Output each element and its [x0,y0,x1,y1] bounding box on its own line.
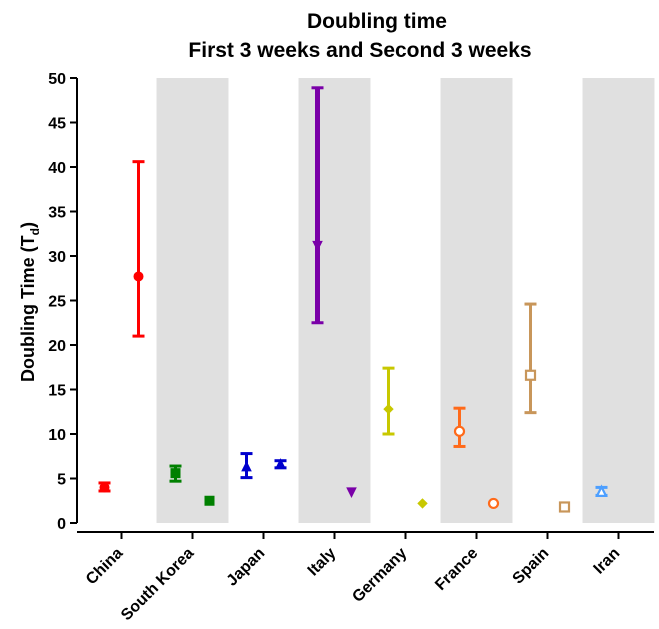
y-axis-label: Doubling Time (Td) [18,222,42,382]
chart-title: Doubling time [307,10,447,33]
y-tick-label: 15 [48,383,66,400]
data-point-italy-second [346,487,357,498]
point-group-spain-second [558,501,571,513]
point-group-france-first [453,406,466,448]
y-tick-label: 50 [48,71,66,88]
y-axis-label-close: ) [18,222,38,228]
x-tick-label-japan: Japan [224,545,269,590]
data-point-spain-second [558,501,571,513]
data-point-japan-first [241,460,252,472]
y-tick-label: 5 [57,472,66,489]
y-tick-label: 30 [48,249,66,266]
chart-subtitle: First 3 weeks and Second 3 weeks [188,39,531,62]
data-point-germany-first [383,403,394,415]
category-shading [156,78,655,523]
y-tick-label: 40 [48,160,66,177]
x-tick-label-spain: Spain [510,545,553,588]
data-point-france-first [453,425,466,437]
y-axis-label-main: Doubling Time (T [18,235,38,382]
y-tick-label: 20 [48,338,66,355]
data-point-china-second [133,271,144,282]
data-point-iran-first [595,484,608,497]
data-point-italy-first [312,240,323,252]
point-group-japan-first [240,452,253,480]
y-axis-label-subscript: d [28,228,42,235]
y-axis: 0 5 10 15 20 25 30 35 40 45 50 [48,71,78,533]
y-tick-label: 10 [48,427,66,444]
shade-band-south-korea [156,78,229,523]
point-group-south-korea-first [169,464,182,483]
x-tick-label-south-korea: South Korea [118,545,197,624]
data-point-spain-first [524,369,537,381]
shade-band-iran [582,78,655,523]
data-point-france-second [487,497,500,510]
point-group-south-korea-second [204,495,215,506]
data-point-china-first [99,482,110,493]
point-group-iran-first [595,484,608,497]
y-tick-label: 0 [57,516,66,533]
point-group-germany-first [382,366,395,436]
y-tick-label: 45 [48,116,66,133]
point-group-italy-second [346,487,357,498]
x-tick-label-italy: Italy [305,545,340,580]
y-tick-label: 25 [48,294,66,311]
point-group-china-first [98,481,111,493]
point-group-japan-second [274,458,287,470]
point-group-france-second [487,497,500,510]
point-group-spain-first [524,302,537,415]
point-group-china-second [132,160,145,338]
data-point-germany-second [417,498,428,509]
shade-band-italy [298,78,371,523]
x-tick-label-germany: Germany [349,545,410,606]
y-tick-label: 35 [48,205,66,222]
point-group-germany-second [417,498,428,509]
data-point-south-korea-first [170,468,181,479]
data-marks [98,86,608,513]
data-point-south-korea-second [204,495,215,506]
x-tick-label-france: France [432,545,481,594]
x-tick-label-iran: Iran [591,545,624,578]
shade-band-france [440,78,513,523]
x-tick-label-china: China [83,545,127,589]
point-group-italy-first [311,86,324,325]
data-point-japan-second [275,458,286,469]
